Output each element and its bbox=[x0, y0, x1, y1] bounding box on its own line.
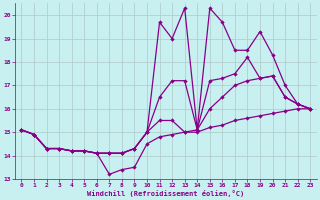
X-axis label: Windchill (Refroidissement éolien,°C): Windchill (Refroidissement éolien,°C) bbox=[87, 190, 244, 197]
